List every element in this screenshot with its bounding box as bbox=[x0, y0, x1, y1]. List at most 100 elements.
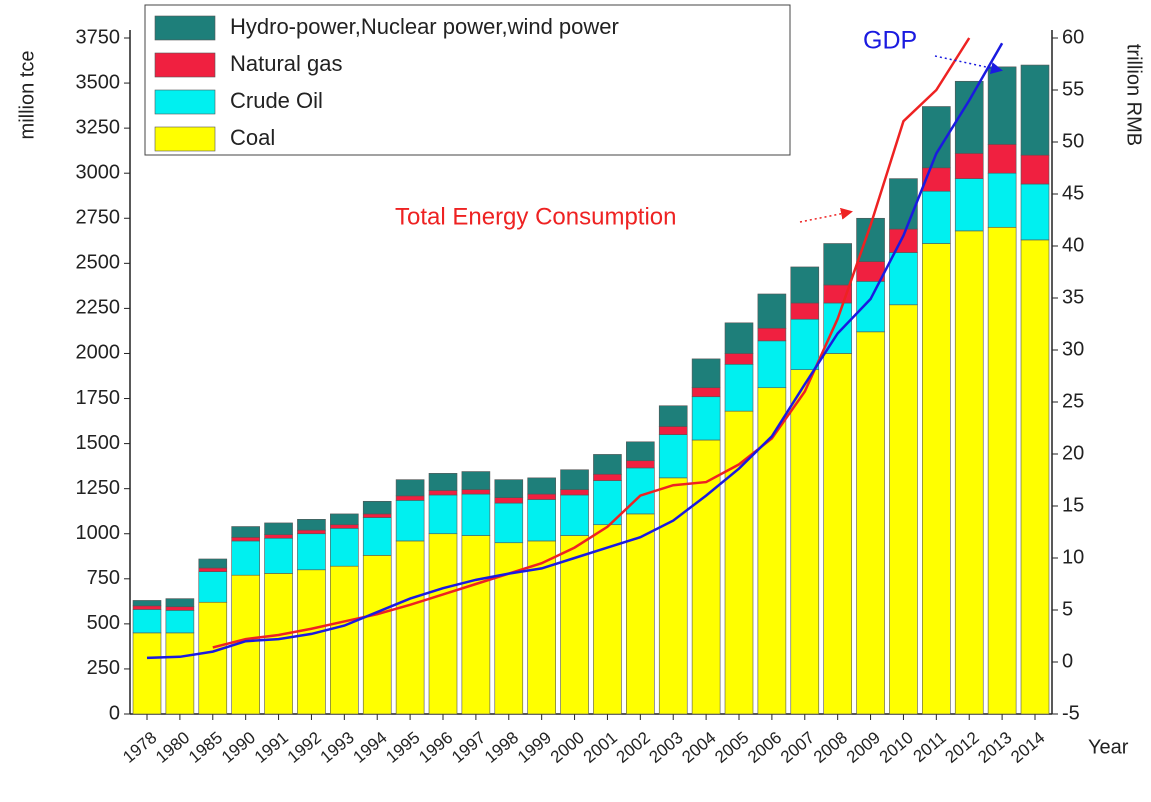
bar-segment bbox=[593, 524, 622, 715]
y-tick-label: 2000 bbox=[76, 342, 121, 364]
bar-segment bbox=[790, 266, 820, 304]
bar-segment bbox=[1020, 239, 1050, 715]
y2-tick-label: 40 bbox=[1062, 234, 1084, 256]
bar-segment bbox=[198, 558, 228, 569]
x-tick-label: 1995 bbox=[382, 728, 423, 767]
bar-segment bbox=[724, 322, 754, 354]
x-tick-label: 2006 bbox=[744, 728, 785, 767]
y2-tick-label: 60 bbox=[1062, 26, 1084, 48]
bar-segment bbox=[461, 493, 491, 536]
bar-segment bbox=[724, 353, 754, 365]
legend-swatch bbox=[154, 15, 216, 41]
bar-segment bbox=[757, 293, 787, 329]
annotation-arrow bbox=[799, 207, 853, 223]
bar-segment bbox=[461, 471, 491, 490]
legend-label: Hydro-power,Nuclear power,wind power bbox=[230, 14, 619, 39]
bar-segment bbox=[395, 540, 425, 715]
bar-segment bbox=[626, 441, 655, 462]
bar-segment bbox=[264, 573, 293, 715]
x-tick-label: 2008 bbox=[810, 728, 851, 767]
bar-segment bbox=[658, 477, 688, 715]
bar-segment bbox=[132, 632, 162, 715]
y-tick-label: 1500 bbox=[76, 432, 121, 454]
bar-segment bbox=[330, 565, 359, 715]
bar-segment bbox=[954, 178, 984, 232]
bar-segment bbox=[790, 302, 820, 320]
bar-segment bbox=[428, 494, 458, 535]
bar-segment bbox=[757, 327, 787, 342]
y-axis-label: million tce bbox=[16, 51, 38, 140]
bar-segment bbox=[264, 522, 293, 535]
line-annotation: GDP bbox=[863, 27, 917, 55]
bar-segment bbox=[922, 190, 951, 244]
x-tick-label: 2013 bbox=[974, 728, 1015, 767]
legend-swatch bbox=[154, 89, 216, 115]
legend-swatch bbox=[154, 126, 216, 152]
y-tick-label: 3750 bbox=[76, 26, 121, 48]
bar-segment bbox=[889, 178, 918, 230]
bar-segment bbox=[527, 477, 556, 495]
x-tick-label: 1992 bbox=[284, 728, 325, 767]
bar-segment bbox=[165, 632, 195, 715]
bar-segment bbox=[330, 528, 359, 567]
x-tick-label: 1985 bbox=[185, 728, 226, 767]
y-tick-label: 750 bbox=[87, 567, 120, 589]
x-tick-label: 1980 bbox=[152, 728, 193, 767]
y-tick-label: 1000 bbox=[76, 522, 121, 544]
y-tick-label: 2750 bbox=[76, 207, 121, 229]
y2-axis-label: trillion RMB bbox=[1123, 44, 1145, 146]
bar-segment bbox=[658, 426, 688, 435]
bar-segment bbox=[987, 144, 1017, 174]
bar-segment bbox=[132, 600, 162, 607]
bar-segment bbox=[461, 489, 491, 495]
bar-segment bbox=[395, 495, 425, 501]
legend-box bbox=[144, 4, 791, 156]
bar-segment bbox=[132, 609, 162, 634]
bar-segment bbox=[691, 387, 721, 398]
bar-segment bbox=[231, 537, 260, 542]
bar-segment bbox=[954, 153, 984, 179]
bar-segment bbox=[954, 230, 984, 715]
bar-segment bbox=[461, 535, 491, 715]
y2-tick-label: 25 bbox=[1062, 390, 1084, 412]
line-annotation: Total Energy Consumption bbox=[395, 203, 676, 230]
bar-segment bbox=[330, 524, 359, 529]
bar-segment bbox=[823, 302, 852, 354]
bar-segment bbox=[198, 601, 228, 715]
bar-segment bbox=[264, 534, 293, 539]
x-tick-label: 2011 bbox=[910, 728, 950, 766]
bar-segment bbox=[1020, 183, 1050, 241]
bar-segment bbox=[1020, 64, 1050, 156]
y2-tick-label: 5 bbox=[1062, 598, 1073, 620]
y2-tick-label: 30 bbox=[1062, 338, 1084, 360]
bar-segment bbox=[922, 243, 951, 715]
y2-tick-label: 50 bbox=[1062, 130, 1084, 152]
bar-segment bbox=[691, 439, 721, 715]
x-tick-label: 2005 bbox=[711, 728, 752, 767]
annotation-arrow bbox=[934, 55, 1003, 74]
y-tick-label: 3500 bbox=[76, 71, 121, 93]
y-tick-label: 500 bbox=[87, 612, 120, 634]
x-tick-label: 2007 bbox=[777, 728, 818, 767]
bar-segment bbox=[297, 569, 326, 715]
bar-segment bbox=[691, 358, 721, 389]
y2-tick-label: 15 bbox=[1062, 494, 1084, 516]
bar-segment bbox=[330, 513, 359, 526]
bar-segment bbox=[395, 479, 425, 497]
x-tick-label: 2004 bbox=[678, 728, 719, 767]
x-tick-label: 2001 bbox=[580, 728, 621, 767]
x-tick-label: 1991 bbox=[251, 728, 292, 767]
bar-segment bbox=[297, 529, 326, 535]
bar-segment bbox=[593, 473, 622, 481]
bar-segment bbox=[362, 517, 392, 556]
x-tick-label: 1996 bbox=[415, 728, 456, 767]
bar-segment bbox=[362, 555, 392, 715]
y-tick-label: 1750 bbox=[76, 387, 121, 409]
bar-segment bbox=[626, 513, 655, 715]
legend-label: Natural gas bbox=[230, 51, 343, 76]
bar-segment bbox=[428, 533, 458, 715]
y-tick-label: 1250 bbox=[76, 477, 121, 499]
bar-segment bbox=[297, 519, 326, 531]
bar-segment bbox=[757, 387, 787, 715]
